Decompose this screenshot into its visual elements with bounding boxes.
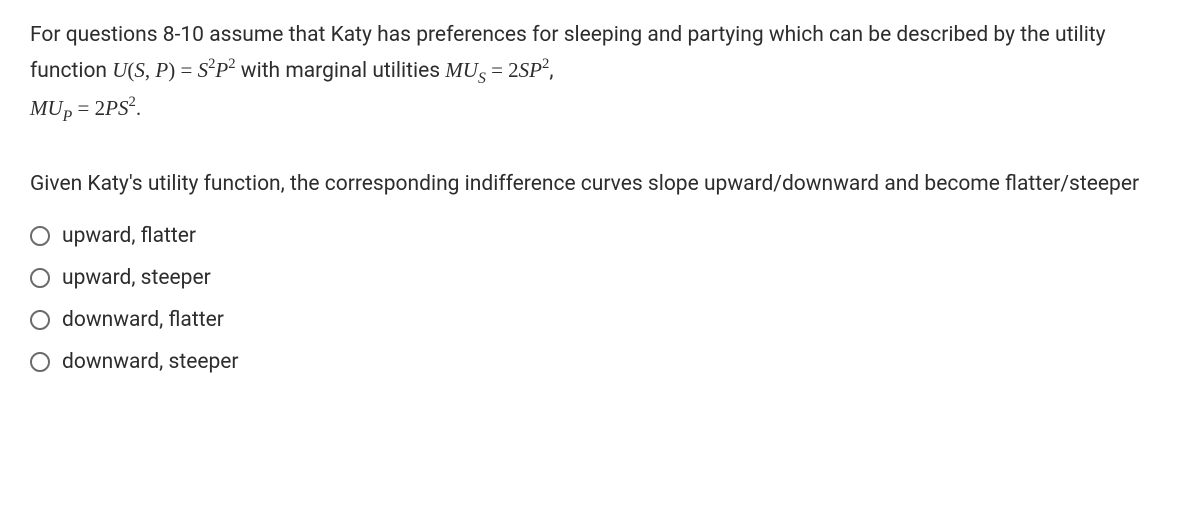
utility-function: U(S, P) = S2P2 (112, 58, 235, 82)
radio-icon (30, 310, 50, 330)
marginal-utility-p: MUP = 2PS2 (30, 96, 136, 120)
option-label: downward, steeper (62, 350, 239, 374)
marginal-utility-s: MUS = 2SP2 (445, 58, 549, 82)
radio-icon (30, 268, 50, 288)
option-label: downward, flatter (62, 308, 224, 332)
question-context: For questions 8-10 assume that Katy has … (30, 18, 1170, 129)
option-label: upward, flatter (62, 224, 196, 248)
options-group: upward, flatter upward, steeper downward… (30, 224, 1170, 374)
question-intro-4: . (136, 97, 142, 121)
radio-icon (30, 352, 50, 372)
question-intro-2: with marginal utilities (236, 59, 446, 83)
option-1[interactable]: upward, flatter (30, 224, 1170, 248)
question-prompt: Given Katy's utility function, the corre… (30, 167, 1170, 202)
option-3[interactable]: downward, flatter (30, 308, 1170, 332)
option-2[interactable]: upward, steeper (30, 266, 1170, 290)
option-label: upward, steeper (62, 266, 211, 290)
option-4[interactable]: downward, steeper (30, 350, 1170, 374)
radio-icon (30, 226, 50, 246)
question-intro-3: , (549, 59, 553, 83)
